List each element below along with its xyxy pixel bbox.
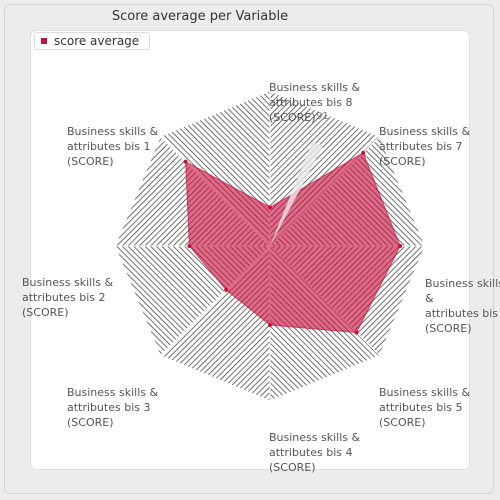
data-point[interactable]: [268, 205, 272, 209]
axis-label: Business skills & attributes bis 1 (SCOR…: [67, 124, 177, 169]
axis-label: Business skills & attributes bis 5 (SCOR…: [379, 385, 489, 430]
data-point[interactable]: [224, 288, 228, 292]
axis-label-extra: Business skills & attributes bis (SCORE): [425, 276, 500, 336]
legend-swatch: [41, 38, 47, 44]
axis-label: Business skills & attributes bis 7 (SCOR…: [379, 124, 489, 169]
axis-label: Business skills & attributes bis 3 (SCOR…: [67, 385, 177, 430]
legend[interactable]: score average: [34, 32, 150, 50]
data-point[interactable]: [361, 151, 365, 155]
data-point[interactable]: [355, 331, 359, 335]
data-point[interactable]: [187, 244, 191, 248]
data-point[interactable]: [184, 160, 188, 164]
data-point[interactable]: [398, 244, 402, 248]
axis-label: Business skills & attributes bis 4 (SCOR…: [269, 430, 379, 475]
data-value-label: 91: [316, 111, 329, 122]
axis-label: Business skills & attributes bis 2 (SCOR…: [22, 275, 132, 320]
legend-label: score average: [54, 34, 139, 48]
data-point[interactable]: [268, 323, 272, 327]
